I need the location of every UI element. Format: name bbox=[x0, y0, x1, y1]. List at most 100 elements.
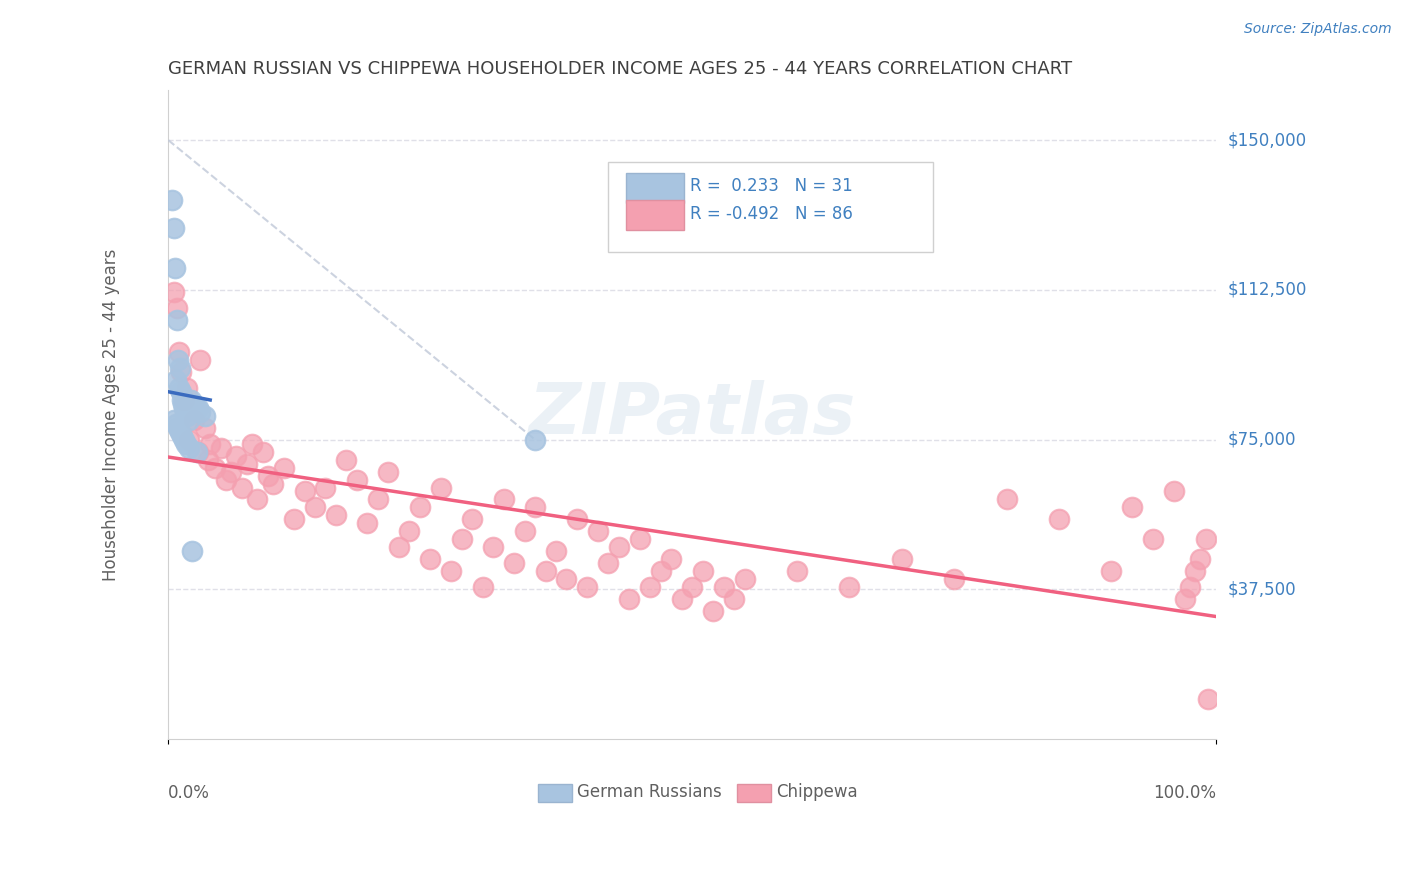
Point bbox=[471, 580, 494, 594]
Point bbox=[1195, 533, 1218, 547]
Point bbox=[346, 473, 368, 487]
Text: R = -0.492   N = 86: R = -0.492 N = 86 bbox=[690, 204, 853, 222]
Point bbox=[325, 508, 347, 523]
Text: GERMAN RUSSIAN VS CHIPPEWA HOUSEHOLDER INCOME AGES 25 - 44 YEARS CORRELATION CHA: GERMAN RUSSIAN VS CHIPPEWA HOUSEHOLDER I… bbox=[169, 60, 1073, 78]
Point bbox=[995, 492, 1018, 507]
Text: $112,500: $112,500 bbox=[1227, 281, 1306, 299]
Point bbox=[170, 428, 193, 442]
Point bbox=[167, 344, 190, 359]
Point bbox=[180, 392, 202, 407]
Point bbox=[1121, 500, 1143, 515]
Point bbox=[194, 409, 217, 423]
Point bbox=[166, 420, 188, 434]
Point bbox=[1197, 692, 1219, 706]
Point bbox=[176, 409, 198, 423]
Point bbox=[367, 492, 389, 507]
Point bbox=[398, 524, 420, 539]
Point bbox=[219, 465, 242, 479]
Text: $37,500: $37,500 bbox=[1227, 581, 1296, 599]
Point bbox=[162, 193, 184, 207]
Point bbox=[188, 352, 211, 367]
Point bbox=[304, 500, 326, 515]
Point bbox=[890, 552, 912, 566]
Point bbox=[273, 460, 295, 475]
Point bbox=[170, 365, 193, 379]
Point bbox=[650, 565, 672, 579]
Point bbox=[377, 465, 399, 479]
Point bbox=[246, 492, 269, 507]
Point bbox=[188, 404, 211, 418]
Point bbox=[534, 565, 557, 579]
Point bbox=[1047, 512, 1070, 526]
Text: $150,000: $150,000 bbox=[1227, 131, 1306, 149]
Point bbox=[576, 580, 599, 594]
Point bbox=[187, 401, 209, 415]
Point bbox=[440, 565, 463, 579]
Point bbox=[482, 541, 505, 555]
Point bbox=[181, 544, 204, 558]
Text: R =  0.233   N = 31: R = 0.233 N = 31 bbox=[690, 178, 853, 195]
Point bbox=[166, 352, 188, 367]
Point bbox=[204, 460, 226, 475]
Point bbox=[173, 401, 195, 415]
Point bbox=[598, 557, 620, 571]
Point bbox=[166, 301, 188, 315]
Point bbox=[786, 565, 808, 579]
Point bbox=[640, 580, 662, 594]
Point bbox=[429, 481, 451, 495]
Point bbox=[240, 436, 263, 450]
Text: Householder Income Ages 25 - 44 years: Householder Income Ages 25 - 44 years bbox=[101, 249, 120, 581]
Point bbox=[607, 541, 630, 555]
Point bbox=[194, 420, 217, 434]
Point bbox=[169, 425, 191, 439]
Point bbox=[162, 412, 184, 426]
Point bbox=[236, 457, 259, 471]
Point bbox=[723, 592, 745, 607]
Text: Source: ZipAtlas.com: Source: ZipAtlas.com bbox=[1244, 22, 1392, 37]
Point bbox=[1163, 484, 1185, 499]
Point bbox=[170, 384, 193, 399]
Point bbox=[692, 565, 714, 579]
Point bbox=[262, 476, 284, 491]
Point bbox=[252, 444, 274, 458]
Point bbox=[450, 533, 472, 547]
Point bbox=[838, 580, 860, 594]
Point bbox=[544, 544, 567, 558]
FancyBboxPatch shape bbox=[626, 200, 683, 230]
Point bbox=[165, 417, 187, 431]
Point bbox=[176, 381, 198, 395]
Point bbox=[356, 516, 378, 531]
FancyBboxPatch shape bbox=[626, 173, 683, 202]
Point bbox=[173, 433, 195, 447]
Point bbox=[1142, 533, 1164, 547]
Point bbox=[165, 373, 187, 387]
Point bbox=[167, 381, 190, 395]
Point bbox=[586, 524, 609, 539]
Point bbox=[179, 441, 201, 455]
Point bbox=[943, 572, 966, 586]
Point bbox=[314, 481, 336, 495]
Point bbox=[513, 524, 536, 539]
Point bbox=[174, 436, 197, 450]
Text: 0.0%: 0.0% bbox=[169, 784, 209, 803]
Point bbox=[565, 512, 588, 526]
Point bbox=[231, 481, 253, 495]
Point bbox=[702, 604, 724, 618]
Point bbox=[388, 541, 411, 555]
Text: Chippewa: Chippewa bbox=[776, 783, 858, 801]
Point bbox=[1099, 565, 1122, 579]
Point bbox=[179, 412, 201, 426]
Point bbox=[183, 412, 205, 426]
Point bbox=[734, 572, 756, 586]
Point bbox=[524, 433, 547, 447]
Point bbox=[186, 444, 208, 458]
Point bbox=[524, 500, 547, 515]
FancyBboxPatch shape bbox=[538, 784, 572, 802]
Point bbox=[1189, 552, 1212, 566]
FancyBboxPatch shape bbox=[609, 161, 934, 252]
Point bbox=[209, 441, 232, 455]
Point bbox=[225, 449, 247, 463]
Point bbox=[1184, 565, 1206, 579]
Point bbox=[294, 484, 316, 499]
Point bbox=[619, 592, 641, 607]
